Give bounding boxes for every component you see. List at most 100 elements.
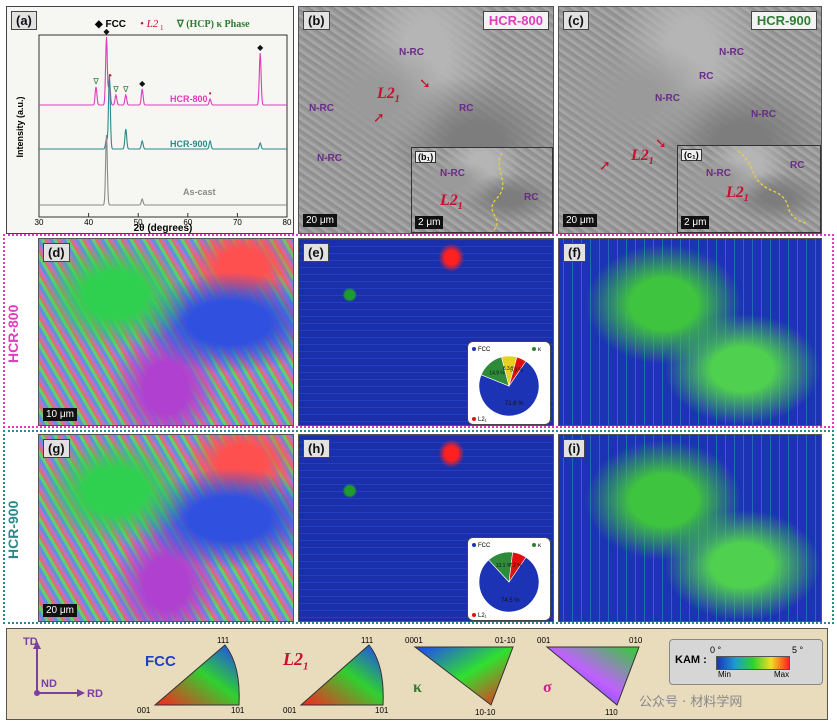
- pie-slice-label: 74.5 %: [501, 598, 520, 604]
- series-label-ascast: As-cast: [183, 187, 216, 197]
- x-tick-label: 40: [84, 218, 93, 227]
- legend-l21: • L2: [140, 18, 159, 30]
- x-tick-label: 30: [35, 218, 44, 227]
- kappa-ipf-triangle: 0001 01-10 10-10: [405, 636, 516, 717]
- peak-marker: ◆: [139, 79, 146, 88]
- legend-fcc: ◆ FCC: [94, 19, 126, 30]
- inset-scale-c: 2 μm: [681, 216, 710, 229]
- kam-map-f: (f): [558, 238, 822, 426]
- xrd-chart: ◆ FCC • L2 1 ∇ (HCP) κ Phase Intensity (…: [15, 18, 292, 233]
- pie-legend-dot: [472, 613, 476, 617]
- sigma-corner-110: 110: [605, 708, 618, 717]
- axis-rd: RD: [87, 688, 103, 700]
- pie-legend-label: FCC: [478, 347, 491, 353]
- sigma-corner-010: 010: [629, 636, 643, 645]
- inset-b1: (b₁) N-RC RC L21 2 μm: [411, 147, 553, 233]
- peak-marker: ∇: [112, 85, 119, 94]
- pie-legend-label: FCC: [478, 543, 491, 549]
- tag-nrc-2: N-RC: [309, 103, 334, 114]
- tag-rc-1: RC: [699, 71, 714, 82]
- pie-slice-label: 8.3 %: [503, 366, 516, 372]
- x-tick-label: 70: [233, 218, 242, 227]
- grain-boundary-b: [491, 152, 504, 232]
- tag-rc-inset: RC: [790, 160, 805, 171]
- fcc-corner-101: 101: [231, 706, 245, 715]
- arrow-icon: ➘: [419, 75, 431, 91]
- fcc-key-name: FCC: [145, 653, 176, 670]
- panel-label-h: (h): [303, 439, 330, 458]
- l21-inset-c: L21: [726, 184, 749, 205]
- pie-legend-dot: [532, 543, 536, 547]
- xrd-xticks: 30 40 50 60 70 80: [35, 213, 292, 227]
- pie-slice: [508, 356, 527, 387]
- sample-axes: TD ND RD: [23, 636, 103, 700]
- axis-td: TD: [23, 636, 38, 648]
- l21-corner-001: 001: [283, 706, 297, 715]
- inset-label-b1: (b₁): [415, 151, 437, 163]
- sem-title-hcr900: HCR-900: [750, 11, 817, 30]
- sigma-key: 001 010 110 σ: [535, 633, 655, 717]
- peak-marker: ◆: [103, 27, 110, 36]
- panel-label-b: (b): [303, 11, 330, 30]
- kam-colorbar: [716, 656, 790, 670]
- fcc-ipf-triangle: 111 001 101: [137, 636, 245, 715]
- series-hcr800-line: [39, 36, 287, 106]
- panel-label-c: (c): [563, 11, 589, 30]
- legend-l21-sub: 1: [160, 24, 164, 32]
- series-hcr900-line: [39, 73, 287, 150]
- row-label-hcr800: HCR-800: [5, 304, 21, 363]
- peak-marker: •: [209, 89, 212, 98]
- arrow-icon: ➚: [373, 109, 385, 125]
- tag-nrc-2: N-RC: [655, 93, 680, 104]
- phase-pie-chart: 71.6 % 14.9 %8.3 %5.3 % FCC κ L2₁: [472, 347, 542, 423]
- kam-map-i: (i): [558, 434, 822, 622]
- row-frame-hcr800: [3, 234, 834, 428]
- kam-max: Max: [774, 670, 790, 679]
- inset-scale-b: 2 μm: [415, 216, 444, 229]
- kam-label: KAM :: [675, 654, 707, 666]
- pie-slice-label: 5.3 %: [510, 368, 523, 374]
- grain-boundary-c: [737, 150, 809, 225]
- phase-map-h: (h) 74.5 % 13.1 % 7.2 % FCC κ L2₁: [298, 434, 554, 622]
- panel-label-g: (g): [43, 439, 70, 458]
- panel-label-f: (f): [563, 243, 586, 262]
- sem-title-hcr800: HCR-800: [482, 11, 549, 30]
- sigma-corner-001: 001: [537, 636, 551, 645]
- tag-nrc-1: N-RC: [399, 47, 424, 58]
- fcc-key: FCC 111 001 101: [135, 635, 255, 715]
- x-tick-label: 50: [134, 218, 143, 227]
- panel-label-e: (e): [303, 243, 329, 262]
- pie-slice-label: 71.6 %: [505, 401, 524, 407]
- tag-nrc-1: N-RC: [719, 47, 744, 58]
- peak-markers: ◆◆◆••∇∇ ∇: [92, 27, 264, 98]
- row-label-hcr900: HCR-900: [5, 500, 21, 559]
- kappa-key: 0001 01-10 10-10 κ: [405, 633, 525, 717]
- ebsd-ipf-d: (d) 10 μm: [38, 238, 294, 426]
- phase-map-e: (e) 71.6 % 14.9 % 8.3 % 5.3 % FCC κ L2₁: [298, 238, 554, 426]
- kam-max-deg: 5 °: [792, 645, 804, 655]
- inset-c1: (c₁) N-RC RC L21 2 μm: [677, 145, 821, 233]
- kappa-key-name: κ: [413, 679, 422, 696]
- xrd-xlabel: 2θ (degrees): [134, 223, 193, 233]
- ebsd-ipf-g: (g) 20 μm: [38, 434, 294, 622]
- peak-marker: •: [109, 71, 112, 80]
- axis-nd: ND: [41, 678, 57, 690]
- tag-nrc-inset: N-RC: [440, 168, 465, 179]
- kam-scale: KAM : 0 ° 5 ° Min Max: [669, 639, 823, 685]
- scale-bar-b: 20 μm: [303, 214, 337, 227]
- x-tick-label: 80: [283, 218, 292, 227]
- pie-slice: [508, 551, 527, 583]
- watermark: 公众号 · 材料学网: [639, 695, 743, 710]
- pie-slice: [478, 556, 540, 613]
- series-label-hcr900: HCR-900: [170, 139, 208, 149]
- series-ascast-line: [39, 134, 287, 206]
- pie-legend-label: L2₁: [478, 613, 487, 619]
- row-frame-hcr900: [3, 430, 834, 624]
- l21-label-b: L21: [377, 85, 400, 106]
- panel-label-i: (i): [563, 439, 586, 458]
- xrd-plot-frame: [38, 34, 288, 218]
- pie-legend-dot: [472, 417, 476, 421]
- tag-nrc-3: N-RC: [751, 109, 776, 120]
- pie-legend-dot: [532, 347, 536, 351]
- xrd-panel: (a) ◆ FCC • L2 1 ∇ (HCP) κ Phase Intensi…: [6, 6, 294, 234]
